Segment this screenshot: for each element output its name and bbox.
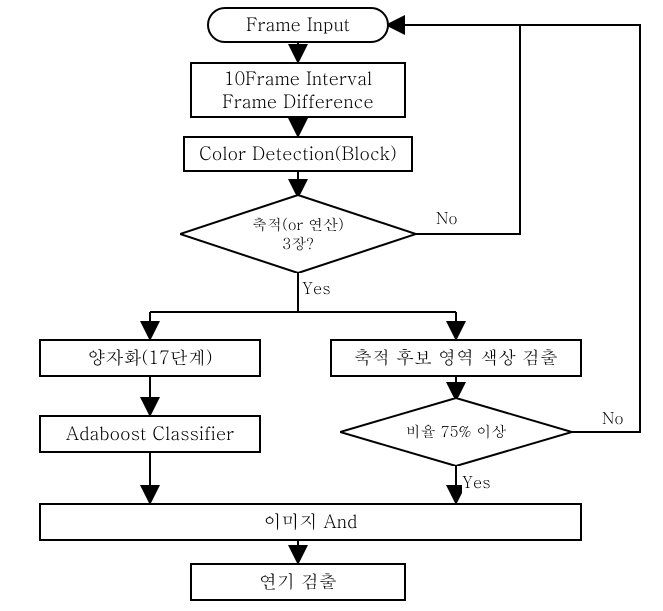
flowchart-canvas: Frame Input 10Frame IntervalFrame Differ…: [0, 0, 663, 611]
node-label: 10Frame IntervalFrame Difference: [222, 67, 373, 114]
node-label: 비율 75% 이상: [406, 422, 507, 442]
node-quantization: 양자화(17단계): [39, 339, 261, 377]
node-ratio-decision: 비율 75% 이상: [340, 398, 572, 466]
node-label: 축적 후보 영역 색상 검출: [354, 346, 558, 369]
node-label: 양자화(17단계): [87, 346, 212, 369]
node-label: Frame Input: [246, 13, 350, 36]
node-smoke-detect: 연기 검출: [190, 563, 406, 601]
node-label: 연기 검출: [259, 570, 337, 593]
node-frame-diff: 10Frame IntervalFrame Difference: [190, 62, 406, 118]
node-frame-input: Frame Input: [207, 7, 389, 43]
node-label: Adaboost Classifier: [66, 422, 234, 445]
node-image-and: 이미지 And: [39, 503, 582, 541]
node-label: Color Detection(Block): [199, 142, 397, 165]
node-label: 이미지 And: [264, 510, 358, 533]
node-label: 축적(or 연산)3장?: [252, 215, 344, 254]
edge-label-yes-1: Yes: [302, 276, 331, 299]
node-adaboost: Adaboost Classifier: [39, 415, 261, 453]
edge-label-no-1: No: [436, 206, 458, 229]
node-color-detect: Color Detection(Block): [183, 136, 413, 172]
node-region-color: 축적 후보 영역 색상 검출: [330, 339, 582, 377]
edge-label-no-2: No: [602, 406, 624, 429]
edge-label-yes-2: Yes: [462, 470, 491, 493]
node-accum-decision: 축적(or 연산)3장?: [180, 195, 416, 273]
